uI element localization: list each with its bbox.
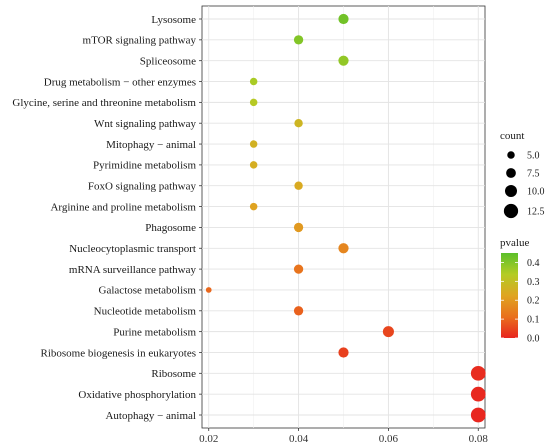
y-tick-label: Ribosome biogenesis in eukaryotes xyxy=(40,347,196,359)
size-legend-title: count xyxy=(500,130,524,142)
y-tick-label: Drug metabolism − other enzymes xyxy=(44,76,196,88)
data-point xyxy=(470,365,486,381)
data-point xyxy=(293,264,304,274)
color-legend-label: 0.1 xyxy=(527,315,540,326)
data-point xyxy=(294,181,303,190)
color-legend-title: pvalue xyxy=(500,237,529,249)
y-tick-label: Arginine and proline metabolism xyxy=(50,201,196,213)
data-point xyxy=(338,347,349,358)
y-tick-label: Pyrimidine metabolism xyxy=(93,160,196,172)
y-tick-label: Nucleotide metabolism xyxy=(94,306,197,318)
size-legend-key xyxy=(506,168,516,178)
data-point xyxy=(249,161,258,169)
data-point xyxy=(293,35,304,45)
data-point xyxy=(249,77,258,86)
y-tick-label: Oxidative phosphorylation xyxy=(78,389,196,401)
data-point xyxy=(293,306,304,316)
y-tick-label: Autophagy − animal xyxy=(105,410,196,422)
y-tick-label: Glycine, serine and threonine metabolism xyxy=(12,97,196,109)
data-point xyxy=(382,326,394,338)
y-tick-label: Phagosome xyxy=(145,222,196,234)
data-point xyxy=(338,13,349,25)
color-legend: pvalue 0.0 0.1 0.2 0.3 0.4 xyxy=(500,237,540,345)
data-point xyxy=(293,222,304,233)
data-point xyxy=(338,243,349,254)
data-point xyxy=(294,119,303,128)
y-tick-label: Ribosome xyxy=(151,368,196,380)
data-point xyxy=(249,202,258,211)
color-legend-bar xyxy=(501,253,518,338)
x-tick-label: 0.04 xyxy=(289,433,309,445)
size-legend-key xyxy=(505,185,517,197)
data-point xyxy=(470,407,486,423)
y-tick-label: mTOR signaling pathway xyxy=(83,35,197,47)
y-tick-label: Lysosome xyxy=(151,14,196,26)
color-legend-label: 0.2 xyxy=(527,296,540,307)
x-tick-label: 0.08 xyxy=(469,433,489,445)
size-legend-label: 7.5 xyxy=(527,169,540,180)
data-point xyxy=(470,386,486,402)
x-tick-label: 0.02 xyxy=(199,433,218,445)
y-axis-ticks xyxy=(199,18,202,416)
y-tick-label: mRNA surveillance pathway xyxy=(69,264,197,276)
color-legend-label: 0.4 xyxy=(527,258,540,269)
y-axis-labels: Lysosome mTOR signaling pathway Spliceosom… xyxy=(12,14,196,422)
size-legend-key xyxy=(507,151,515,159)
data-points xyxy=(205,13,486,423)
x-tick-label: 0.06 xyxy=(379,433,399,445)
y-tick-label: Wnt signaling pathway xyxy=(94,118,197,130)
data-point xyxy=(249,140,258,148)
size-legend-label: 10.0 xyxy=(527,187,545,198)
size-legend-key xyxy=(503,203,519,219)
color-legend-label: 0.0 xyxy=(527,334,540,345)
y-tick-label: Purine metabolism xyxy=(113,326,196,338)
size-legend-label: 12.5 xyxy=(527,207,545,218)
y-tick-label: Nucleocytoplasmic transport xyxy=(69,243,196,255)
data-point xyxy=(338,55,349,66)
data-point xyxy=(249,98,258,107)
y-tick-label: Galactose metabolism xyxy=(99,285,197,297)
y-tick-label: FoxO signaling pathway xyxy=(88,181,197,193)
color-legend-label: 0.3 xyxy=(527,277,540,288)
data-point xyxy=(205,287,212,293)
size-legend-label: 5.0 xyxy=(527,151,540,162)
x-axis: 0.02 0.04 0.06 0.08 xyxy=(199,428,488,445)
y-tick-label: Spliceosome xyxy=(140,55,196,67)
y-tick-label: Mitophagy − animal xyxy=(106,139,196,151)
